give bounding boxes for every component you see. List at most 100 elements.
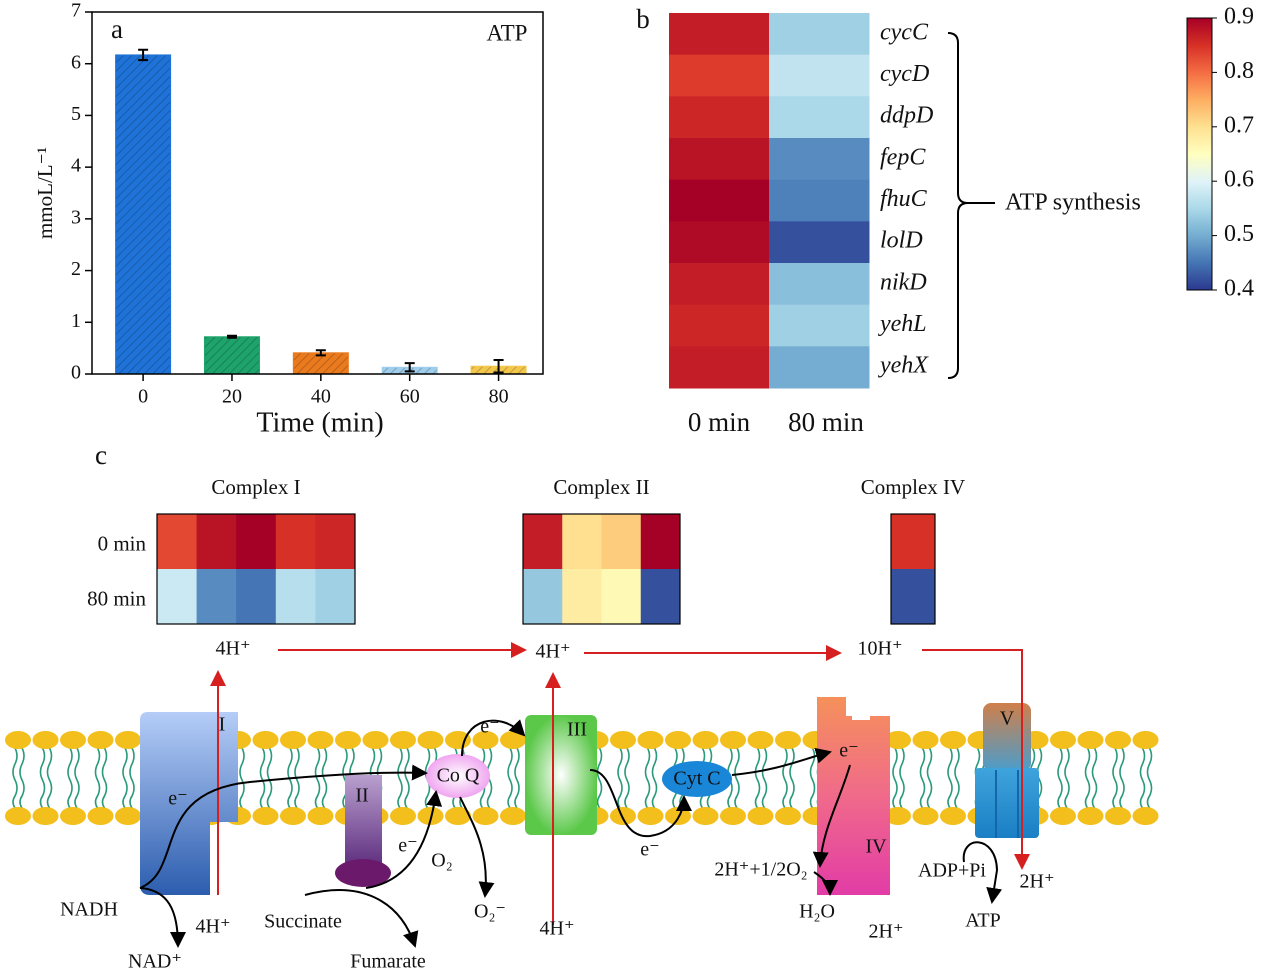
lipid-head xyxy=(665,731,691,749)
lipid-head xyxy=(60,807,86,825)
lipid-tail xyxy=(507,747,513,809)
lipid-head xyxy=(115,731,141,749)
lipid-tail xyxy=(919,747,926,809)
row-label: fhuC xyxy=(880,186,928,212)
colorbar-tick-label: 0.7 xyxy=(1224,112,1254,138)
lipid-head xyxy=(1132,731,1159,749)
heatmap-cell xyxy=(769,304,870,347)
y-axis-label: mmoL/L⁻¹ xyxy=(33,147,57,239)
heatmap-cell xyxy=(669,346,770,389)
arrow xyxy=(731,747,832,776)
x-axis-label: Time (min) xyxy=(256,407,383,438)
lipid-tail xyxy=(892,747,898,809)
arrow xyxy=(459,796,495,898)
diagram-label: 10H⁺ xyxy=(858,638,903,660)
bar xyxy=(203,336,260,375)
proton-arrow xyxy=(922,649,1030,870)
complex-ii-base xyxy=(335,859,391,887)
lipid-tail xyxy=(74,747,80,809)
group-title: Complex IV xyxy=(861,475,965,499)
lipid-tail xyxy=(94,747,101,809)
diagram-label: e⁻ xyxy=(168,788,187,810)
lipid-head xyxy=(610,731,636,749)
lipid-head xyxy=(885,807,911,825)
diagram-label: 2H⁺ xyxy=(869,921,904,943)
lipid-head xyxy=(5,731,31,749)
lipid-tail xyxy=(514,747,520,809)
lipid-tail xyxy=(899,747,905,809)
colorbar-tick-label: 0.6 xyxy=(1224,167,1254,193)
lipid-head xyxy=(32,731,59,749)
bar xyxy=(115,54,172,375)
diagram-label: ATP xyxy=(965,910,1001,932)
lipid-tail xyxy=(947,747,953,809)
row-label: cycD xyxy=(880,61,929,87)
heatmap-cell xyxy=(769,13,870,56)
lipid-head xyxy=(307,807,334,825)
lipid-tail xyxy=(12,747,18,809)
colorbar-tick-label: 0.8 xyxy=(1224,58,1254,84)
diagram-label: 4H⁺ xyxy=(540,918,575,940)
diagram-label: O₂⁻ xyxy=(474,901,506,923)
x-tick-label: 0 xyxy=(138,386,148,408)
row-label: cycC xyxy=(880,19,929,45)
lipid-head xyxy=(665,807,691,825)
arrow xyxy=(365,790,443,889)
diagram-label: Cyt C xyxy=(673,768,720,790)
complex-v-top xyxy=(983,703,1031,771)
heatmap-cell xyxy=(769,221,870,264)
heatmap-cell xyxy=(769,179,870,222)
lipid-head xyxy=(472,807,499,825)
lipid-head xyxy=(747,731,774,749)
lipid-head xyxy=(115,807,141,825)
lipid-tail xyxy=(789,747,795,809)
lipid-tail xyxy=(596,747,603,809)
arrow xyxy=(139,887,186,948)
lipid-tail xyxy=(486,747,493,809)
lipid-tail xyxy=(1146,747,1153,809)
heatmap-cell xyxy=(669,54,770,97)
heatmap-cell xyxy=(669,96,770,139)
lipid-tail xyxy=(761,747,768,809)
y-tick-label: 5 xyxy=(71,103,81,125)
diagram-label: 4H⁺ xyxy=(196,916,231,938)
diagram-label: e⁻ xyxy=(640,839,659,861)
heatmap-cell xyxy=(769,138,870,181)
y-tick-label: 3 xyxy=(71,206,81,228)
diagram-label: e⁻ xyxy=(480,716,499,738)
diagram-label: e⁻ xyxy=(398,835,417,857)
lipid-head xyxy=(252,807,279,825)
x-tick-label: 20 xyxy=(222,386,242,408)
diagram-label: O₂ xyxy=(431,850,452,872)
lipid-tail xyxy=(239,747,245,809)
heatmap-cell xyxy=(236,569,277,624)
heatmap-cell xyxy=(315,514,356,569)
lipid-head xyxy=(445,731,471,749)
diagram-label: 2H⁺ xyxy=(1020,871,1055,893)
bracket xyxy=(947,32,995,379)
lipid-head xyxy=(87,807,114,825)
lipid-tail xyxy=(67,747,73,809)
lipid-tail xyxy=(321,747,328,809)
lipid-head xyxy=(1105,731,1131,749)
error-bar xyxy=(493,359,504,374)
lipid-head xyxy=(692,807,719,825)
column-label: 0 min xyxy=(688,407,751,437)
arrow xyxy=(812,764,851,868)
heatmap-cell xyxy=(157,514,198,569)
panel-label: c xyxy=(95,440,107,470)
diagram-label: Fumarate xyxy=(350,951,426,973)
heatmap-cell xyxy=(275,569,316,624)
lipid-head xyxy=(87,731,114,749)
row-label: fepC xyxy=(880,144,926,170)
lipid-head xyxy=(912,807,939,825)
diagram-label: III xyxy=(567,719,587,741)
y-tick-label: 2 xyxy=(71,258,81,280)
lipid-head xyxy=(1050,731,1076,749)
lipid-tail xyxy=(1112,747,1118,809)
electron-arrows xyxy=(139,719,1003,948)
lipid-tail xyxy=(624,747,630,809)
arrow xyxy=(589,769,692,838)
diagram-label: Co Q xyxy=(437,765,480,787)
